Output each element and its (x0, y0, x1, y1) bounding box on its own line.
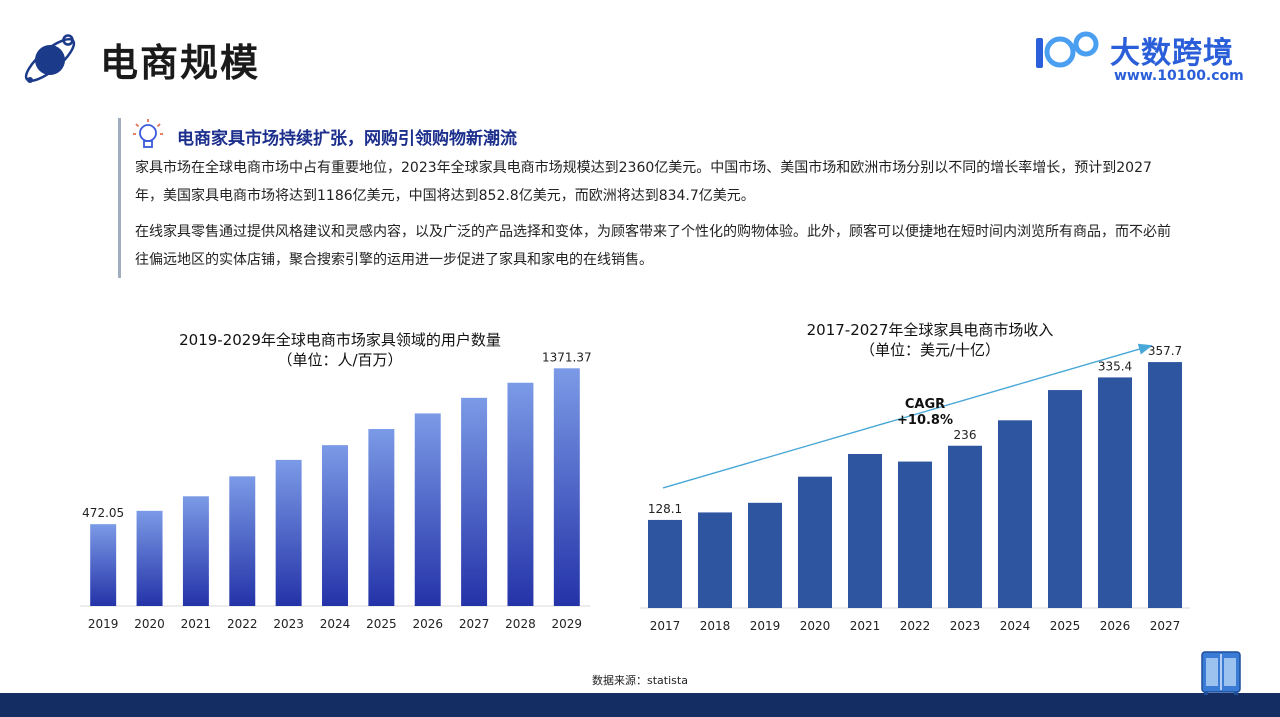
data-label-2026: 335.4 (1098, 359, 1132, 373)
bar-2026 (1098, 377, 1132, 608)
x-tick-2025: 2025 (1050, 619, 1081, 633)
bar-2027 (461, 397, 488, 606)
x-tick-2026: 2026 (1100, 619, 1131, 633)
data-label-2019: 472.05 (82, 506, 124, 520)
users-chart-title-block: 2019-2029年全球电商市场家具领域的用户数量 （单位：人/百万） (130, 330, 550, 370)
bar-2021 (182, 496, 209, 606)
page-title: 电商规模 (100, 41, 261, 85)
intro-heading: 电商家具市场持续扩张，网购引领购物新潮流 (177, 129, 517, 149)
brand-name: 大数跨境 (1110, 36, 1234, 71)
data-label-2027: 357.7 (1148, 344, 1182, 358)
x-tick-2022: 2022 (227, 617, 258, 631)
bar-2020 (136, 510, 163, 606)
users-chart-subtitle: （单位：人/百万） (277, 351, 403, 369)
bar-2018 (698, 512, 732, 608)
x-tick-2025: 2025 (366, 617, 397, 631)
data-source: 数据来源：statista (592, 674, 688, 687)
x-tick-2027: 2027 (1150, 619, 1181, 633)
x-tick-2023: 2023 (950, 619, 981, 633)
brand-mark-icon (1036, 31, 1099, 68)
bar-2022 (898, 461, 932, 608)
intro-section: 电商家具市场持续扩张，网购引领购物新潮流 家具市场在全球电商市场中占有重要地位，… (118, 118, 1181, 278)
footer-bar (0, 693, 1280, 717)
x-tick-2017: 2017 (650, 619, 681, 633)
data-label-2023: 236 (954, 428, 977, 442)
brand-logo: 大数跨境 www.10100.com (1034, 26, 1244, 92)
x-tick-2022: 2022 (900, 619, 931, 633)
x-tick-2024: 2024 (320, 617, 351, 631)
bar-2027 (1148, 362, 1182, 608)
x-tick-2023: 2023 (273, 617, 304, 631)
data-label-2017: 128.1 (648, 502, 682, 516)
x-tick-2019: 2019 (750, 619, 781, 633)
planet-logo-icon (24, 34, 76, 83)
x-tick-2029: 2029 (552, 617, 583, 631)
bar-2023 (948, 445, 982, 608)
refrigerator-icon (1201, 651, 1241, 695)
revenue-chart-title: 2017-2027年全球家具电商市场收入 (806, 321, 1054, 339)
bar-2023 (275, 459, 302, 606)
intro-paragraph-1: 家具市场在全球电商市场中占有重要地位，2023年全球家具电商市场规模达到2360… (135, 160, 1152, 204)
bar-2024 (322, 445, 348, 606)
x-tick-2019: 2019 (88, 617, 119, 631)
bar-2028 (507, 382, 534, 606)
users-chart-title: 2019-2029年全球电商市场家具领域的用户数量 (179, 331, 501, 349)
lightbulb-icon (133, 119, 163, 148)
x-tick-2018: 2018 (700, 619, 731, 633)
bar-2022 (229, 476, 256, 606)
bar-2025 (368, 429, 395, 606)
x-tick-2020: 2020 (134, 617, 165, 631)
cagr-annotation-line-2: +10.8% (897, 413, 953, 428)
users-bar-chart: 2019 472.05 2020 2021 2022 2023 2024 2025 2026 20… (80, 350, 592, 631)
x-tick-2028: 2028 (505, 617, 536, 631)
cagr-trend-arrow (662, 343, 1153, 489)
brand-url: www.10100.com (1114, 68, 1244, 84)
revenue-bar-chart: 2017 128.1 2018 2019 2020 2021 2022 2023 236 2024… (640, 343, 1190, 633)
cagr-annotation-line-1: CAGR (905, 397, 945, 412)
bar-2029 (553, 368, 580, 606)
bar-2024 (998, 420, 1032, 608)
bar-2026 (414, 413, 441, 606)
revenue-chart-subtitle: （单位：美元/十亿） (859, 341, 1001, 359)
bar-2019 (748, 502, 782, 608)
x-tick-2021: 2021 (181, 617, 212, 631)
x-tick-2026: 2026 (412, 617, 443, 631)
bar-2020 (798, 476, 832, 608)
x-tick-2027: 2027 (459, 617, 490, 631)
x-tick-2024: 2024 (1000, 619, 1031, 633)
intro-paragraph-2: 在线家具零售通过提供风格建议和灵感内容，以及广泛的产品选择和变体，为顾客带来了个… (135, 224, 1171, 268)
bar-2025 (1048, 390, 1082, 608)
data-label-2029: 1371.37 (542, 350, 592, 364)
x-tick-2020: 2020 (800, 619, 831, 633)
bar-2021 (848, 454, 882, 608)
x-tick-2021: 2021 (850, 619, 881, 633)
bar-2017 (648, 519, 682, 608)
revenue-chart-title-block: 2017-2027年全球家具电商市场收入 （单位：美元/十亿） (730, 320, 1130, 360)
bar-2019 (90, 524, 117, 606)
